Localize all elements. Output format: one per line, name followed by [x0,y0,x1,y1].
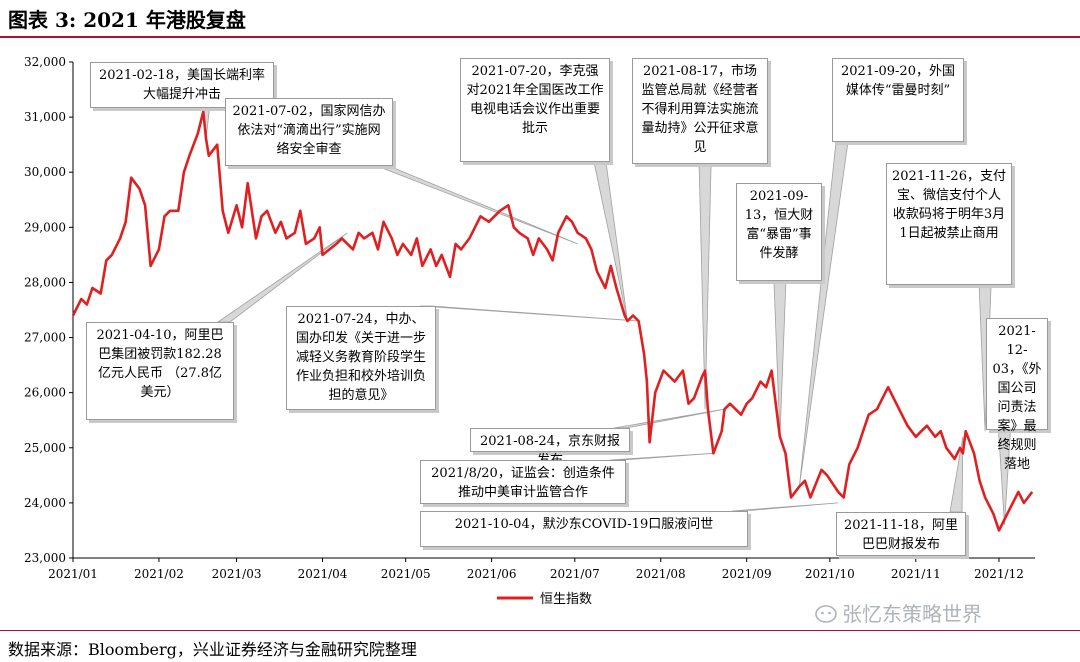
x-tick-label: 2021/09 [722,567,772,581]
x-tick-label: 2021/04 [298,567,348,581]
annotation-box: 2021-09-20，外国媒体传“雷曼时刻” [832,58,964,142]
x-tick-label: 2021/03 [212,567,262,581]
annotation-pointer [998,429,1011,525]
y-tick-label: 32,000 [24,55,66,69]
annotation-box: 2021-11-18，阿里巴巴财报发布 [836,512,966,556]
y-tick-label: 29,000 [24,220,66,234]
x-tick-label: 2021/10 [805,567,855,581]
annotation-pointer [698,163,712,410]
watermark-text: 张忆东策略世界 [842,602,982,626]
x-tick-label: 2021/06 [467,567,517,581]
x-tick-label: 2021/01 [48,567,98,581]
x-tick-label: 2021/02 [134,567,184,581]
chart-legend: 恒生指数 [497,592,592,607]
annotation-box: 2021-11-26，支付宝、微信支付个人收款码将于明年3月1日起被禁止商用 [886,163,1012,285]
series-layer [71,110,1034,532]
x-tick-label: 2021/12 [974,567,1024,581]
annotation-pointer [731,502,839,512]
source-note: 数据来源：Bloomberg，兴业证券经济与金融研究院整理 [8,640,417,659]
wechat-icon [815,605,837,623]
annotation-box: 2021-04-10，阿里巴巴集团被罚款182.28亿元人民币 （27.8亿美元… [86,322,234,420]
annotation-box: 2021-12-03，《外国公司问责法案》最终规则落地 [986,318,1048,472]
annotation-box: 2021-08-17，市场监管总局就《经营者不得利用算法实施流量劫持》公开征求意… [632,58,768,164]
title-bar: 图表 3: 2021 年港股复盘 [0,0,1080,36]
series-line-hsi [71,110,1034,532]
annotation-pointers [199,84,1011,525]
y-tick-label: 31,000 [24,110,66,124]
x-tick-label: 2021/07 [550,567,600,581]
x-tick-label: 2021/11 [891,567,941,581]
y-tick-label: 25,000 [24,441,66,455]
source-divider [0,630,1080,631]
y-tick-label: 26,000 [24,386,66,400]
annotation-pointer [773,280,787,437]
annotation-pointer [593,161,628,322]
x-tick-label: 2021/05 [381,567,431,581]
annotation-box: 2021-09-13，恒大财富“暴雷”事件发酵 [736,183,822,281]
annotation-box: 2021/8/20，证监会：创造条件推动中美审计监管合作 [420,460,626,504]
title-divider [0,36,1080,38]
legend-label: 恒生指数 [540,592,592,607]
line-chart: 23,000 24,000 25,000 26,000 27,000 28,000 29,0… [24,55,1035,607]
y-tick-label: 24,000 [24,496,66,510]
annotation-pointer [419,305,639,322]
page-title: 图表 3: 2021 年港股复盘 [8,8,246,32]
annotation-box: 2021-07-24，中办、国办印发《关于进一步减轻义务教育阶段学生作业负担和校… [286,306,436,410]
annotation-box: 2021-08-24，京东财报发布 [470,428,630,468]
annotation-box: 2021-10-04，默沙东COVID-19口服液问世 [420,511,748,547]
annotation-pointer [376,165,578,245]
chart-axes: 23,000 24,000 25,000 26,000 27,000 28,000 29,0… [24,55,1035,581]
annotation-box: 2021-07-20，李克强对2021年全国医改工作电视电话会议作出重要批示 [460,58,610,162]
annotation-box: 2021-07-02，国家网信办依法对“滴滴出行”实施网络安全审查 [225,98,393,166]
y-tick-label: 30,000 [24,165,66,179]
annotation-pointer [609,452,714,461]
x-tick-label: 2021/08 [636,567,686,581]
y-tick-label: 27,000 [24,331,66,345]
annotation-pointer [798,141,849,487]
y-tick-label: 28,000 [24,275,66,289]
y-tick-label: 23,000 [24,551,66,565]
